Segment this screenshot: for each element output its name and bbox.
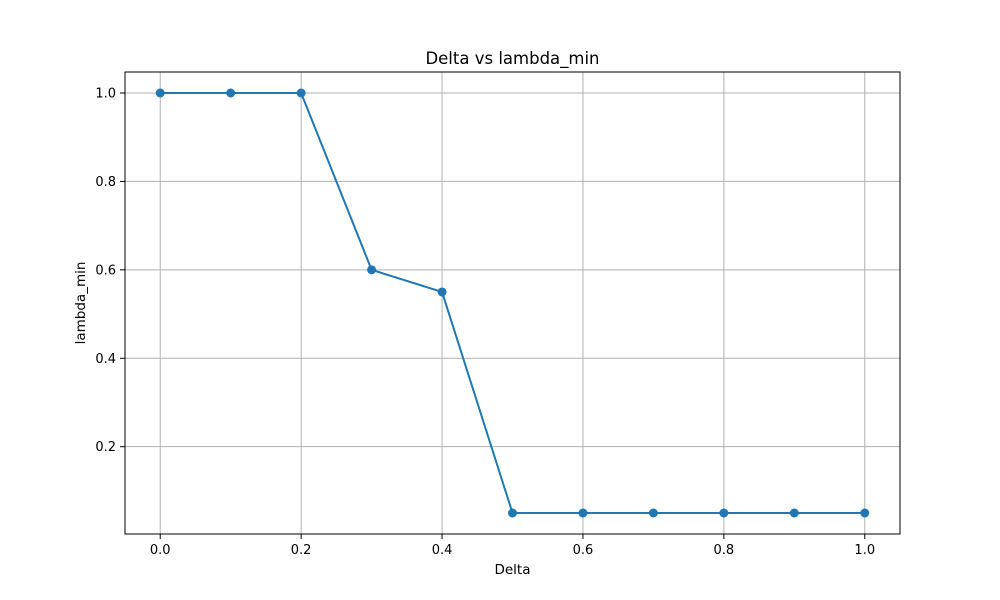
plot-area-frame — [124, 71, 901, 535]
data-point — [860, 508, 870, 518]
data-point — [367, 265, 377, 275]
data-point — [648, 508, 658, 518]
data-point — [296, 88, 306, 98]
data-series — [155, 88, 870, 518]
x-tick-label: 0.4 — [432, 543, 453, 558]
x-axis-label: Delta — [494, 562, 530, 578]
x-tick-label: 0.8 — [714, 543, 735, 558]
axis-ticks: 0.0 0.2 0.4 0.6 0.8 1.0 0.2 0.4 0.6 0.8 1.0 — [95, 87, 875, 559]
x-tick-label: 0.0 — [150, 543, 171, 558]
y-axis-label: lambda_min — [73, 262, 89, 345]
chart-title: Delta vs lambda_min — [425, 49, 599, 69]
data-point — [578, 508, 588, 518]
data-point — [508, 508, 517, 518]
data-point — [226, 88, 236, 98]
y-tick-label: 0.8 — [95, 175, 116, 190]
y-tick-label: 1.0 — [95, 87, 116, 102]
x-tick-label: 0.2 — [291, 543, 312, 558]
data-point — [437, 287, 447, 297]
y-tick-label: 0.2 — [95, 440, 116, 455]
data-point — [719, 508, 729, 518]
data-point — [155, 88, 165, 98]
x-tick-label: 1.0 — [854, 543, 875, 558]
y-tick-label: 0.4 — [95, 352, 116, 367]
y-tick-label: 0.6 — [95, 263, 116, 278]
x-tick-label: 0.6 — [573, 543, 594, 558]
data-point — [789, 508, 799, 518]
